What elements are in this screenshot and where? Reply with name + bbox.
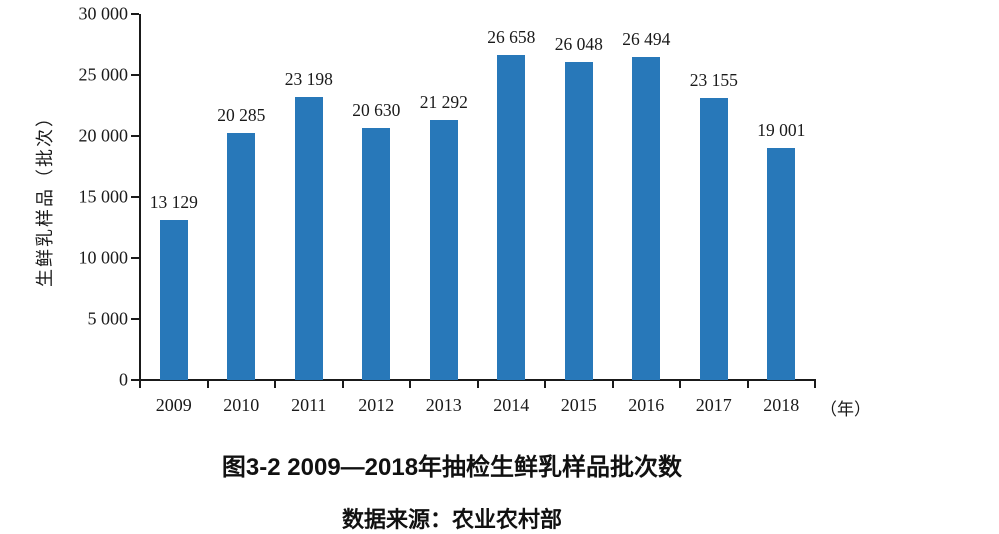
y-axis-tick-label: 25 000	[78, 64, 129, 85]
x-axis-category-label: 2018	[763, 395, 800, 415]
bar	[564, 62, 593, 380]
bar-value-label: 20 630	[352, 100, 401, 121]
bar	[294, 96, 323, 380]
y-axis-tick-label: 15 000	[78, 186, 129, 207]
chart-title: 图3-2 2009—2018年抽检生鲜乳样品批次数	[221, 454, 683, 481]
bar-value-label: 20 285	[217, 104, 266, 125]
bar-value-label: 26 494	[622, 28, 671, 49]
bar	[159, 219, 188, 380]
y-axis-tick	[131, 74, 139, 76]
x-axis-line	[138, 379, 816, 381]
y-axis-tick	[131, 196, 139, 198]
x-axis-tick	[544, 381, 546, 388]
y-axis-tick-label: 30 000	[78, 3, 129, 24]
x-axis-tick	[409, 381, 411, 388]
bar	[497, 54, 526, 380]
x-axis-category-label: 2017	[695, 395, 732, 415]
x-axis-tick	[746, 381, 749, 388]
bar-value-label: 23 198	[284, 68, 333, 89]
y-axis-tick	[131, 318, 139, 320]
bar-value-label: 13 129	[149, 191, 198, 212]
x-axis-unit-label: （年）	[820, 400, 871, 419]
x-axis-category-label: 2015	[560, 395, 597, 415]
y-axis-tick-label: 0	[119, 369, 128, 390]
y-axis-tick	[131, 379, 139, 381]
x-axis-category-label: 2016	[628, 395, 665, 415]
data-source-caption: 数据来源：农业农村部	[341, 507, 562, 532]
bar	[632, 56, 661, 380]
y-axis-tick	[131, 257, 139, 259]
bar	[429, 120, 458, 380]
x-axis-category-label: 2010	[223, 395, 260, 415]
x-axis-tick	[679, 381, 681, 388]
x-axis-category-label: 2013	[425, 395, 462, 415]
x-axis-category-label: 2014	[493, 395, 530, 415]
x-axis-category-label: 2011	[291, 395, 327, 415]
x-axis-tick	[206, 381, 209, 388]
x-axis-category-label: 2012	[358, 395, 395, 415]
bar	[362, 128, 391, 380]
y-axis-title: 生鲜乳样品（批次）	[35, 107, 55, 287]
bar-value-label: 19 001	[757, 120, 806, 141]
x-axis-tick	[341, 381, 344, 388]
bar-value-label: 23 155	[689, 69, 738, 90]
y-axis-tick-label: 10 000	[78, 247, 129, 268]
bar	[227, 132, 256, 380]
bar-value-label: 21 292	[419, 92, 468, 113]
x-axis-tick	[274, 381, 276, 388]
bar	[699, 97, 728, 380]
x-axis-tick	[611, 381, 614, 388]
y-axis-tick-label: 5 000	[87, 308, 129, 329]
y-axis-tick	[131, 135, 139, 137]
x-axis-tick	[476, 381, 479, 388]
x-axis-tick	[814, 381, 816, 388]
bar-value-label: 26 048	[554, 34, 603, 55]
x-axis-tick	[139, 381, 141, 388]
bar-value-label: 26 658	[487, 26, 536, 47]
x-axis-category-label: 2009	[155, 395, 192, 415]
y-axis-line	[138, 14, 141, 382]
y-axis-tick-label: 20 000	[78, 125, 129, 146]
bar	[767, 148, 796, 380]
y-axis-tick	[131, 13, 139, 15]
